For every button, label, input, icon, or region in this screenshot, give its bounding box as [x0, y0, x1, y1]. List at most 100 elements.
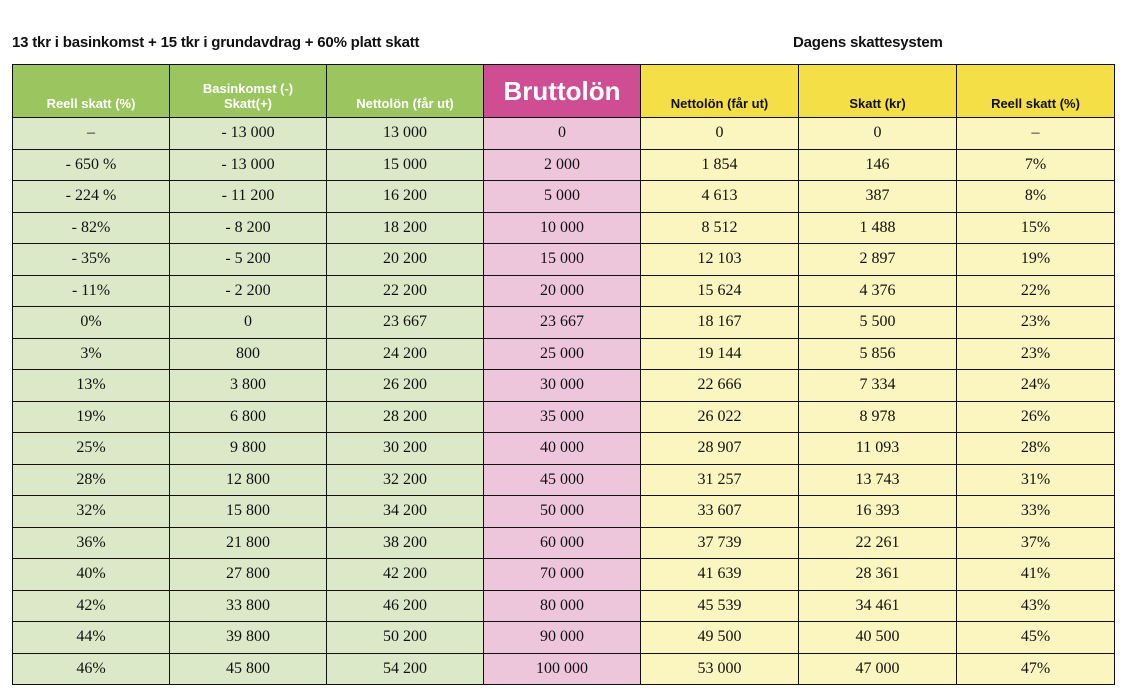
cell-nettolon-left: 42 200: [326, 558, 484, 591]
cell-reell-skatt-left: 42%: [12, 589, 170, 622]
cell-skatt-kr: 5 500: [798, 306, 957, 339]
cell-reell-skatt-right: 7%: [956, 148, 1115, 181]
cell-nettolon-right: 8 512: [640, 211, 799, 244]
cell-bruttolon: 45 000: [483, 463, 641, 496]
cell-bruttolon: 15 000: [483, 243, 641, 276]
cell-bruttolon: 35 000: [483, 400, 641, 433]
cell-reell-skatt-right: 23%: [956, 306, 1115, 339]
table-row: - 82% - 8 200 18 200 10 000 8 512 1 488 15%: [12, 211, 1115, 244]
cell-reell-skatt-left: - 224 %: [12, 180, 170, 213]
cell-nettolon-left: 54 200: [326, 652, 484, 685]
cell-basinkomst: 12 800: [169, 463, 327, 496]
cell-nettolon-left: 18 200: [326, 211, 484, 244]
cell-reell-skatt-right: 33%: [956, 495, 1115, 528]
cell-nettolon-left: 24 200: [326, 337, 484, 370]
cell-bruttolon: 10 000: [483, 211, 641, 244]
cell-nettolon-right: 0: [640, 117, 799, 150]
cell-basinkomst: 33 800: [169, 589, 327, 622]
table-row: 42% 33 800 46 200 80 000 45 539 34 461 43%: [12, 589, 1115, 622]
col-header-basinkomst-line1: Basinkomst (-): [202, 81, 294, 96]
cell-reell-skatt-right: –: [956, 117, 1115, 150]
table-row: 28% 12 800 32 200 45 000 31 257 13 743 31%: [12, 463, 1115, 496]
cell-reell-skatt-left: 28%: [12, 463, 170, 496]
cell-bruttolon: 23 667: [483, 306, 641, 339]
table-row: 36% 21 800 38 200 60 000 37 739 22 261 37%: [12, 526, 1115, 559]
cell-basinkomst: - 13 000: [169, 117, 327, 150]
cell-nettolon-right: 18 167: [640, 306, 799, 339]
cell-nettolon-right: 37 739: [640, 526, 799, 559]
cell-nettolon-right: 49 500: [640, 621, 799, 654]
cell-bruttolon: 0: [483, 117, 641, 150]
cell-reell-skatt-right: 19%: [956, 243, 1115, 276]
table-row: 0% 0 23 667 23 667 18 167 5 500 23%: [12, 306, 1115, 339]
cell-reell-skatt-left: 46%: [12, 652, 170, 685]
cell-basinkomst: 39 800: [169, 621, 327, 654]
cell-nettolon-right: 33 607: [640, 495, 799, 528]
cell-reell-skatt-left: –: [12, 117, 170, 150]
left-heading: 13 tkr i basinkomst + 15 tkr i grundavdr…: [12, 34, 420, 51]
cell-nettolon-left: 34 200: [326, 495, 484, 528]
cell-nettolon-left: 38 200: [326, 526, 484, 559]
cell-nettolon-left: 30 200: [326, 432, 484, 465]
cell-basinkomst: 0: [169, 306, 327, 339]
cell-basinkomst: 45 800: [169, 652, 327, 685]
cell-reell-skatt-right: 8%: [956, 180, 1115, 213]
cell-reell-skatt-left: 3%: [12, 337, 170, 370]
cell-reell-skatt-left: 40%: [12, 558, 170, 591]
cell-reell-skatt-left: 25%: [12, 432, 170, 465]
cell-nettolon-right: 31 257: [640, 463, 799, 496]
cell-bruttolon: 70 000: [483, 558, 641, 591]
cell-nettolon-left: 32 200: [326, 463, 484, 496]
cell-nettolon-left: 22 200: [326, 274, 484, 307]
table-row: 32% 15 800 34 200 50 000 33 607 16 393 33%: [12, 495, 1115, 528]
col-header-nettolon-right: Nettolön (får ut): [640, 64, 799, 118]
cell-reell-skatt-right: 41%: [956, 558, 1115, 591]
cell-bruttolon: 30 000: [483, 369, 641, 402]
cell-skatt-kr: 4 376: [798, 274, 957, 307]
cell-reell-skatt-left: 19%: [12, 400, 170, 433]
cell-reell-skatt-right: 15%: [956, 211, 1115, 244]
col-header-bruttolon: Bruttolön: [483, 64, 641, 118]
cell-basinkomst: - 11 200: [169, 180, 327, 213]
cell-skatt-kr: 34 461: [798, 589, 957, 622]
cell-bruttolon: 25 000: [483, 337, 641, 370]
cell-bruttolon: 100 000: [483, 652, 641, 685]
cell-nettolon-left: 15 000: [326, 148, 484, 181]
cell-basinkomst: - 13 000: [169, 148, 327, 181]
table-row: 44% 39 800 50 200 90 000 49 500 40 500 45%: [12, 621, 1115, 654]
cell-nettolon-right: 41 639: [640, 558, 799, 591]
cell-basinkomst: 6 800: [169, 400, 327, 433]
table-row: 25% 9 800 30 200 40 000 28 907 11 093 28%: [12, 432, 1115, 465]
cell-nettolon-left: 50 200: [326, 621, 484, 654]
cell-basinkomst: 3 800: [169, 369, 327, 402]
cell-basinkomst: - 2 200: [169, 274, 327, 307]
cell-reell-skatt-right: 24%: [956, 369, 1115, 402]
cell-nettolon-right: 19 144: [640, 337, 799, 370]
cell-nettolon-right: 45 539: [640, 589, 799, 622]
cell-skatt-kr: 13 743: [798, 463, 957, 496]
cell-skatt-kr: 47 000: [798, 652, 957, 685]
table-row: 19% 6 800 28 200 35 000 26 022 8 978 26%: [12, 400, 1115, 433]
cell-basinkomst: 15 800: [169, 495, 327, 528]
cell-nettolon-left: 28 200: [326, 400, 484, 433]
table-row: 3% 800 24 200 25 000 19 144 5 856 23%: [12, 337, 1115, 370]
cell-skatt-kr: 1 488: [798, 211, 957, 244]
cell-nettolon-left: 23 667: [326, 306, 484, 339]
cell-nettolon-left: 20 200: [326, 243, 484, 276]
cell-basinkomst: 800: [169, 337, 327, 370]
cell-reell-skatt-left: - 650 %: [12, 148, 170, 181]
cell-nettolon-right: 26 022: [640, 400, 799, 433]
cell-skatt-kr: 28 361: [798, 558, 957, 591]
table-row: 40% 27 800 42 200 70 000 41 639 28 361 41%: [12, 558, 1115, 591]
cell-reell-skatt-right: 37%: [956, 526, 1115, 559]
cell-skatt-kr: 11 093: [798, 432, 957, 465]
cell-bruttolon: 60 000: [483, 526, 641, 559]
cell-reell-skatt-left: 0%: [12, 306, 170, 339]
cell-nettolon-right: 4 613: [640, 180, 799, 213]
cell-skatt-kr: 0: [798, 117, 957, 150]
cell-reell-skatt-left: - 82%: [12, 211, 170, 244]
cell-bruttolon: 5 000: [483, 180, 641, 213]
cell-reell-skatt-right: 31%: [956, 463, 1115, 496]
cell-nettolon-left: 16 200: [326, 180, 484, 213]
cell-reell-skatt-left: 44%: [12, 621, 170, 654]
